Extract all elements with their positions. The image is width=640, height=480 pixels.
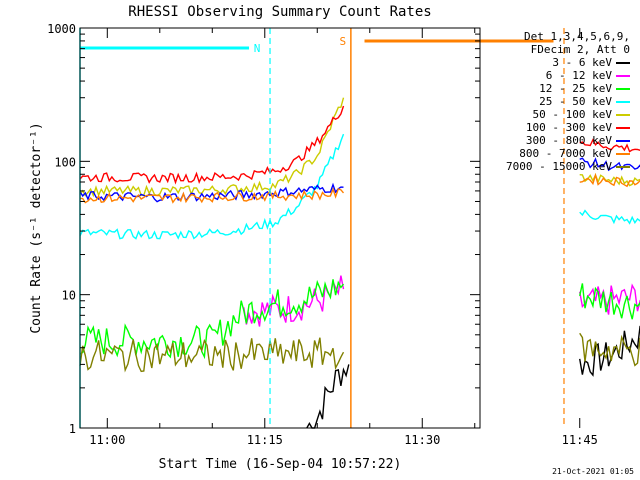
x-tick-label-11:30: 11:30 — [404, 433, 440, 447]
legend-swatch — [616, 166, 630, 168]
x-axis-label: Start Time (16-Sep-04 10:57:22) — [159, 457, 402, 472]
legend-header-1: FDecim 2, Att 0 — [531, 43, 630, 56]
y-axis-ticks: 1 10 100 1000 — [47, 22, 480, 436]
series-25-50-kev — [79, 133, 640, 240]
series-300-800-kev — [79, 157, 640, 203]
series-line-0-0 — [306, 364, 350, 429]
series-50-100-kev — [79, 97, 640, 198]
legend-item-7: 800 - 7000 keV — [519, 147, 630, 160]
series-6-12-kev — [243, 275, 640, 327]
series-line-8-0 — [79, 337, 345, 373]
legend-item-8: 7000 - 15000 keV — [506, 160, 630, 173]
legend-item-6: 300 - 800 keV — [526, 134, 630, 147]
series-line-1-1 — [579, 283, 640, 315]
series-3-6-kev — [306, 325, 640, 429]
x-tick-label-11:45: 11:45 — [562, 433, 598, 447]
y-tick-label-100: 100 — [54, 155, 76, 169]
legend-label: FDecim 2, Att 0 — [530, 43, 630, 56]
series-line-3-0 — [79, 133, 345, 240]
series-12-25-kev — [79, 279, 640, 360]
legend-swatch — [616, 101, 630, 103]
legend-label: Det 1,3,4,5,6,9, — [524, 30, 630, 43]
plot-frame — [79, 27, 481, 429]
legend-swatch — [616, 88, 630, 90]
annotation-s: S — [340, 35, 347, 48]
legend-label: 7000 - 15000 keV — [506, 160, 612, 173]
footer-timestamp: 21-Oct-2021 01:05 — [552, 467, 634, 476]
y-tick-label-1000: 1000 — [47, 22, 76, 36]
legend-header-0: Det 1,3,4,5,6,9, — [524, 30, 630, 43]
series-line-6-0 — [79, 182, 344, 203]
legend-swatch — [616, 127, 630, 129]
series-line-0-1 — [579, 325, 640, 377]
legend-swatch — [616, 140, 630, 142]
legend-item-3: 25 - 50 keV — [539, 95, 630, 108]
legend-item-2: 12 - 25 keV — [539, 82, 630, 95]
series-line-3-1 — [579, 209, 640, 225]
annotation-n: N — [254, 42, 261, 55]
y-axis-label: Count Rate (s⁻¹ detector⁻¹) — [29, 122, 44, 333]
x-tick-label-11:15: 11:15 — [247, 433, 283, 447]
series-line-2-0 — [79, 279, 345, 360]
series-line-8-1 — [579, 332, 640, 367]
legend-label: 12 - 25 keV — [539, 82, 612, 95]
legend-item-4: 50 - 100 keV — [533, 108, 630, 121]
x-tick-label-11:00: 11:00 — [89, 433, 125, 447]
series-800-7000-kev — [79, 172, 640, 204]
series-line-7-1 — [579, 172, 640, 188]
series-line-4-0 — [79, 97, 345, 198]
legend-swatch — [616, 114, 630, 116]
series-7000-15000-kev — [79, 332, 640, 373]
series-line-7-0 — [79, 187, 345, 204]
y-tick-label-10: 10 — [62, 289, 76, 303]
legend-label: 100 - 300 keV — [525, 121, 612, 134]
legend-label: 6 - 12 keV — [545, 69, 612, 82]
legend-label: 800 - 7000 keV — [519, 147, 612, 160]
legend-swatch — [616, 62, 630, 64]
legend-item-1: 6 - 12 keV — [546, 69, 630, 82]
legend-swatch — [616, 153, 630, 155]
series-line-4-1 — [579, 173, 640, 187]
legend-label: 25 - 50 keV — [539, 95, 612, 108]
legend-swatch — [616, 75, 630, 77]
legend-item-0: 3 - 6 keV — [552, 56, 630, 69]
legend-label: 50 - 100 keV — [532, 108, 612, 121]
chart-title: RHESSI Observing Summary Count Rates — [128, 4, 431, 20]
legend-item-5: 100 - 300 keV — [526, 121, 630, 134]
legend-label: 3 - 6 keV — [552, 56, 612, 69]
series-line-5-0 — [79, 105, 345, 185]
y-tick-label-1: 1 — [69, 422, 76, 436]
legend-label: 300 - 800 keV — [525, 134, 612, 147]
series-100-300-kev — [79, 105, 640, 185]
